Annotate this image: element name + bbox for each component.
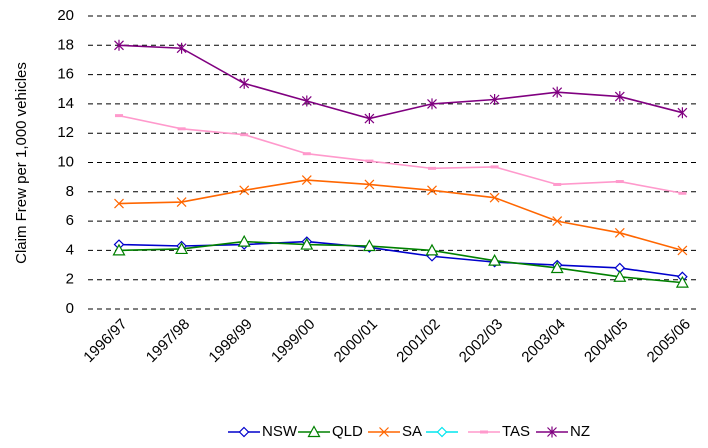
legend-item: TAS: [468, 423, 530, 440]
marker: [112, 243, 126, 256]
marker: [427, 98, 437, 110]
y-axis-label: Claim Frew per 1,000 vehicles: [13, 62, 30, 264]
marker: [489, 94, 500, 106]
marker: [614, 227, 625, 238]
marker: [675, 275, 689, 288]
marker: [552, 216, 563, 227]
legend-label: SA: [402, 423, 422, 440]
x-tick-label: 2001/02: [393, 316, 443, 366]
y-tick-label: 14: [57, 95, 74, 112]
marker: [489, 192, 500, 203]
marker: [552, 86, 563, 98]
marker: [176, 42, 187, 54]
marker: [307, 425, 321, 438]
legend-label: NSW: [262, 423, 298, 440]
marker: [436, 426, 448, 438]
x-tick-label: 1997/98: [143, 316, 193, 366]
series-line: [118, 179, 683, 252]
marker: [301, 95, 312, 107]
legend-item: NSW: [228, 423, 298, 440]
x-tick-label: 2002/03: [456, 316, 506, 366]
legend-item: QLD: [298, 423, 363, 440]
y-tick-label: 16: [57, 66, 74, 83]
series-line: [118, 44, 683, 120]
marker: [547, 426, 557, 438]
y-tick-label: 0: [66, 300, 74, 317]
marker: [425, 243, 439, 256]
legend-label: TAS: [502, 423, 530, 440]
marker: [614, 91, 625, 103]
x-tick-label: 2005/06: [644, 316, 694, 366]
y-tick-label: 10: [57, 153, 74, 170]
legend-item: [426, 426, 458, 438]
y-tick-label: 8: [66, 183, 74, 200]
marker: [176, 197, 187, 207]
marker: [550, 261, 564, 274]
marker: [114, 198, 124, 209]
series-line: [118, 114, 683, 195]
marker: [488, 253, 502, 266]
marker: [239, 77, 250, 89]
y-tick-label: 4: [66, 241, 74, 258]
marker: [613, 270, 627, 282]
marker: [677, 107, 688, 119]
marker: [677, 245, 688, 256]
marker: [238, 426, 250, 438]
marker: [364, 113, 375, 125]
marker: [114, 39, 124, 51]
x-tick-label: 1999/00: [268, 316, 318, 366]
marker: [239, 185, 250, 196]
marker: [362, 239, 376, 252]
x-tick-label: 2004/05: [581, 316, 631, 366]
legend-item: NZ: [536, 423, 590, 440]
legend-label: QLD: [332, 423, 363, 440]
legend-item: SA: [368, 423, 422, 440]
y-tick-label: 12: [57, 124, 74, 141]
marker: [237, 234, 251, 247]
series-line: [118, 240, 683, 284]
y-tick-label: 18: [57, 36, 74, 53]
x-tick-label: 1998/99: [205, 316, 255, 366]
x-tick-label: 2003/04: [518, 316, 568, 366]
marker: [427, 185, 437, 196]
legend-label: NZ: [570, 423, 590, 440]
x-tick-label: 2000/01: [331, 316, 381, 366]
marker: [379, 427, 389, 437]
marker: [175, 242, 189, 255]
y-tick-label: 6: [66, 212, 74, 229]
y-tick-label: 2: [66, 271, 74, 288]
marker: [364, 179, 375, 190]
x-tick-label: 1996/97: [80, 316, 130, 366]
marker: [300, 237, 314, 250]
marker: [301, 175, 312, 186]
y-tick-label: 20: [57, 7, 74, 24]
